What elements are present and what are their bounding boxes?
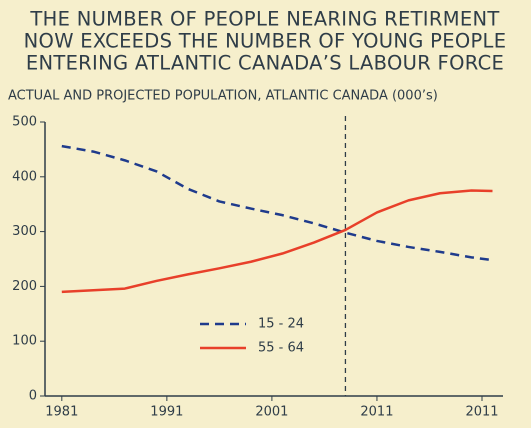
y-tick-label: 0 xyxy=(29,389,37,404)
x-tick-label: 1981 xyxy=(45,405,78,420)
y-tick-label: 200 xyxy=(12,279,37,294)
y-tick-label: 300 xyxy=(12,224,37,239)
chart-title: NOW EXCEEDS THE NUMBER OF YOUNG PEOPLE xyxy=(24,30,507,53)
y-tick-label: 400 xyxy=(12,169,37,184)
series-line xyxy=(61,144,493,262)
y-tick-label: 100 xyxy=(12,334,37,349)
y-tick-label: 500 xyxy=(12,115,37,130)
x-tick-label: 2011 xyxy=(360,405,393,420)
x-tick-label: 2011 xyxy=(465,405,498,420)
x-tick-label: 1991 xyxy=(150,405,183,420)
legend-label: 15 - 24 xyxy=(258,317,304,332)
x-tick-label: 2001 xyxy=(255,405,288,420)
legend-label: 55 - 64 xyxy=(258,341,304,356)
chart-title: THE NUMBER OF PEOPLE NEARING RETIRMENT xyxy=(29,8,499,31)
chart-subtitle: ACTUAL AND PROJECTED POPULATION, ATLANTI… xyxy=(8,89,438,104)
series-line xyxy=(61,189,493,294)
chart-title: ENTERING ATLANTIC CANADA’S LABOUR FORCE xyxy=(26,52,504,75)
